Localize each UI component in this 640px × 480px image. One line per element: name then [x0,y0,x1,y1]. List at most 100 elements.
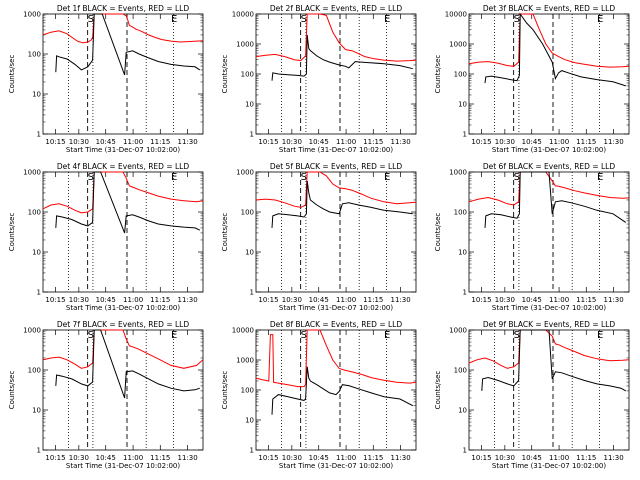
plot-frame [255,171,417,293]
plot-frame [468,329,630,451]
x-tick-label: 11:00 [336,138,356,146]
events-series-line [271,180,413,228]
y-tick-label: 1 [37,447,41,455]
x-tick-label: 11:15 [363,454,383,462]
end-marker-label: E [171,172,177,183]
events-series-line [484,171,627,228]
y-tick-label: 10 [458,407,467,415]
y-axis-label: Counts/sec [8,213,16,252]
start-marker-label: S [514,330,520,341]
end-marker-label: E [384,172,390,183]
chart-panel-4: Det 4f BLACK = Events, RED = LLD 1 10 100 10… [8,162,204,312]
y-tick-label: 100 [28,209,41,217]
y-tick-label: 10000 [232,11,254,19]
x-tick-label: 10:45 [96,296,116,304]
chart-panel-3: Det 3f BLACK = Events, RED = LLD 1 10 100 10… [434,4,630,154]
end-marker-label: E [597,14,603,25]
x-tick-label: 11:15 [576,454,596,462]
start-marker-label: S [301,330,307,341]
events-series-line [481,329,627,392]
start-marker-label: S [88,330,94,341]
chart-title: Det 9f BLACK = Events, RED = LLD [483,320,616,329]
x-tick-label: 10:45 [522,138,542,146]
start-marker-label: S [301,172,307,183]
y-tick-label: 1000 [449,169,467,177]
y-tick-label: 1000 [23,11,41,19]
x-tick-label: 10:15 [258,454,278,462]
x-tick-label: 11:00 [123,296,143,304]
y-tick-label: 100 [454,71,467,79]
x-tick-label: 10:30 [495,138,515,146]
x-tick-label: 10:15 [471,454,491,462]
y-tick-label: 10 [245,249,254,257]
y-axis-label: Counts/sec [221,55,229,94]
y-tick-label: 1 [250,447,254,455]
x-tick-label: 11:15 [576,138,596,146]
x-axis-label: Start Time (31-Dec-07 10:02:00) [66,462,180,470]
chart-title: Det 4f BLACK = Events, RED = LLD [57,162,190,171]
y-tick-label: 10 [32,407,41,415]
x-tick-label: 10:15 [471,296,491,304]
lld-series-line [255,13,417,62]
x-tick-label: 10:45 [522,454,542,462]
chart-title: Det 1f BLACK = Events, RED = LLD [57,4,190,13]
x-tick-label: 10:30 [495,454,515,462]
chart-title: Det 2f BLACK = Events, RED = LLD [270,4,403,13]
x-tick-label: 10:15 [258,296,278,304]
x-axis-label: Start Time (31-Dec-07 10:02:00) [66,304,180,312]
x-tick-label: 11:15 [150,138,170,146]
y-tick-label: 1000 [236,357,254,365]
x-tick-label: 10:15 [258,138,278,146]
start-marker-label: S [514,172,520,183]
plot-frame [42,13,204,135]
x-tick-label: 11:15 [150,296,170,304]
x-tick-label: 11:00 [123,454,143,462]
x-tick-label: 11:15 [150,454,170,462]
y-tick-label: 10 [245,101,254,109]
end-marker-label: E [384,330,390,341]
y-axis-label: Counts/sec [434,371,442,410]
y-tick-label: 10000 [445,11,467,19]
x-axis-label: Start Time (31-Dec-07 10:02:00) [492,146,606,154]
y-tick-label: 10 [458,101,467,109]
x-axis-label: Start Time (31-Dec-07 10:02:00) [66,146,180,154]
lld-series-line [255,171,417,208]
y-tick-label: 1 [250,289,254,297]
x-tick-label: 10:15 [471,138,491,146]
chart-panel-8: Det 8f BLACK = Events, RED = LLD 1 10 100 10… [221,320,417,470]
events-series-line [271,34,413,81]
y-tick-label: 100 [241,209,254,217]
chart-title: Det 8f BLACK = Events, RED = LLD [270,320,403,329]
y-tick-label: 1 [250,131,254,139]
y-axis-label: Counts/sec [221,371,229,410]
x-tick-label: 10:30 [69,138,89,146]
y-tick-label: 1000 [449,327,467,335]
x-tick-label: 10:15 [45,454,65,462]
end-marker-label: E [171,14,177,25]
y-tick-label: 1000 [449,41,467,49]
start-marker-label: S [88,14,94,25]
x-tick-label: 10:45 [309,138,329,146]
chart-panel-7: Det 7f BLACK = Events, RED = LLD 1 10 100 10… [8,320,204,470]
events-series-line [271,366,414,415]
y-tick-label: 10 [32,91,41,99]
x-tick-label: 10:30 [282,296,302,304]
x-tick-label: 11:30 [178,138,198,146]
x-tick-label: 11:00 [336,454,356,462]
lld-series-line [42,171,204,214]
start-marker-label: S [301,14,307,25]
y-tick-label: 1000 [23,169,41,177]
x-axis-label: Start Time (31-Dec-07 10:02:00) [492,304,606,312]
x-tick-label: 10:30 [282,454,302,462]
y-tick-label: 1 [463,447,467,455]
y-tick-label: 100 [454,367,467,375]
y-axis-label: Counts/sec [8,55,16,94]
y-tick-label: 10000 [232,327,254,335]
x-tick-label: 10:30 [69,454,89,462]
y-tick-label: 100 [28,51,41,59]
chart-panel-6: Det 6f BLACK = Events, RED = LLD 1 10 100 10… [434,162,630,312]
plot-frame [42,171,204,293]
x-tick-label: 10:30 [495,296,515,304]
x-tick-label: 11:30 [604,138,624,146]
